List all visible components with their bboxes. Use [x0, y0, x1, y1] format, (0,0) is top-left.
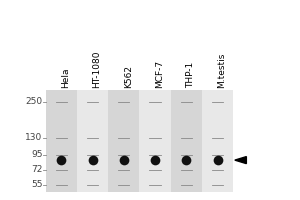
Polygon shape — [235, 157, 246, 164]
Bar — [171, 90, 202, 192]
Text: 55: 55 — [31, 180, 43, 189]
Text: MCF-7: MCF-7 — [155, 60, 164, 88]
Bar — [46, 90, 77, 192]
Text: 250: 250 — [26, 97, 43, 106]
Bar — [140, 90, 171, 192]
Text: K562: K562 — [124, 65, 133, 88]
Bar — [108, 90, 140, 192]
Text: Hela: Hela — [61, 68, 70, 88]
Text: 130: 130 — [25, 133, 43, 142]
Text: 95: 95 — [31, 150, 43, 159]
Bar — [77, 90, 108, 192]
Text: 72: 72 — [31, 165, 43, 174]
Text: HT-1080: HT-1080 — [92, 51, 101, 88]
Bar — [202, 90, 233, 192]
Text: M.testis: M.testis — [218, 53, 226, 88]
Text: THP-1: THP-1 — [186, 62, 195, 88]
